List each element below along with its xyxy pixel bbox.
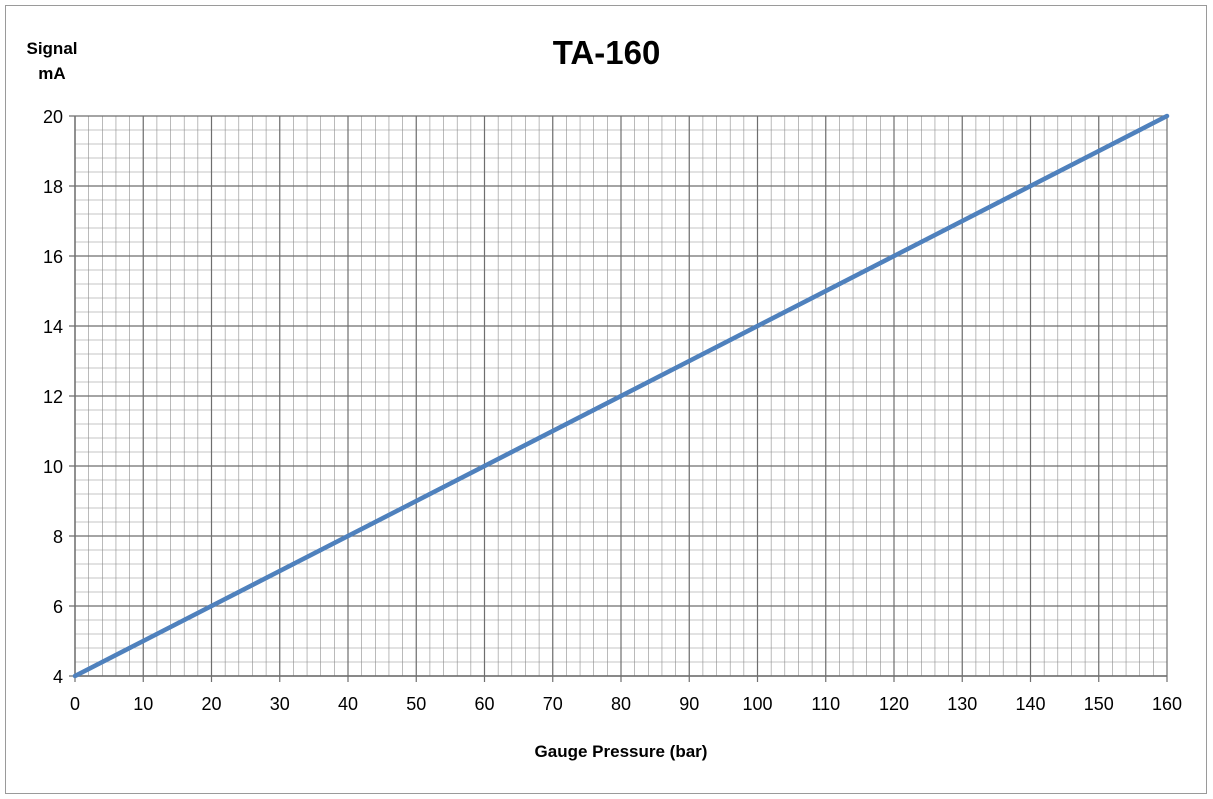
x-tick-label: 0 — [70, 694, 80, 714]
y-axis-label-line-2: mA — [38, 64, 66, 83]
x-tick-labels: 0 10 20 30 40 50 60 70 80 90 100 110 120 130 140 150 160 — [70, 694, 1182, 714]
x-tick-label: 20 — [201, 694, 221, 714]
y-tick-label: 14 — [43, 317, 63, 337]
y-tick-label: 4 — [53, 667, 63, 687]
x-tick-label: 110 — [811, 694, 840, 714]
x-tick-label: 130 — [947, 694, 977, 714]
x-tick-label: 100 — [742, 694, 772, 714]
y-tick-label: 6 — [53, 597, 63, 617]
series-layer — [72, 113, 1170, 679]
y-tick-label: 8 — [53, 527, 63, 547]
y-tick-labels: 4 6 8 10 12 14 16 18 20 — [43, 107, 63, 687]
x-tick-label: 70 — [543, 694, 563, 714]
y-tick-label: 16 — [43, 247, 63, 267]
x-tick-label: 40 — [338, 694, 358, 714]
x-tick-label: 150 — [1084, 694, 1114, 714]
x-tick-label: 50 — [406, 694, 426, 714]
series-line — [72, 113, 1170, 679]
chart-title: TA-160 — [552, 34, 661, 71]
x-tick-label: 10 — [133, 694, 153, 714]
y-tick-label: 12 — [43, 387, 63, 407]
x-tick-label: 160 — [1152, 694, 1182, 714]
x-tick-label: 140 — [1015, 694, 1045, 714]
x-tick-label: 30 — [270, 694, 290, 714]
x-tick-label: 90 — [679, 694, 699, 714]
x-tick-label: 60 — [474, 694, 494, 714]
x-tick-label: 120 — [879, 694, 909, 714]
y-tick-label: 20 — [43, 107, 63, 127]
y-axis-label: Signal mA — [22, 36, 82, 86]
x-axis-label: Gauge Pressure (bar) — [534, 742, 708, 761]
chart-frame — [5, 5, 1207, 794]
y-tick-label: 10 — [43, 457, 63, 477]
x-tick-label: 80 — [611, 694, 631, 714]
major-grid — [69, 115, 1168, 682]
y-tick-label: 18 — [43, 177, 63, 197]
y-axis-label-line-1: Signal — [26, 39, 78, 58]
